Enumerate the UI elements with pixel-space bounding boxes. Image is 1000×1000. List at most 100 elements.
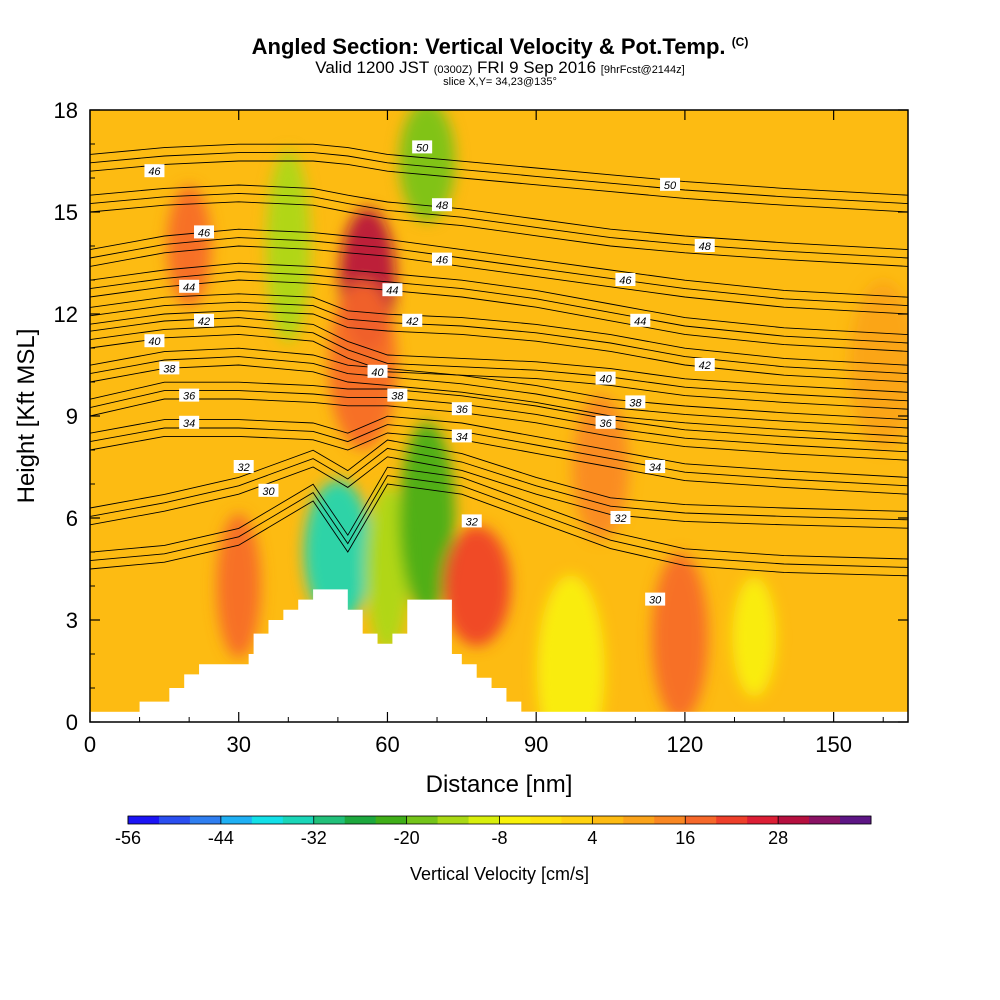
colorbar-swatch	[530, 816, 562, 824]
isentrope-36	[90, 398, 908, 461]
colorbar-swatch	[716, 816, 748, 824]
contour-label-box	[144, 334, 165, 348]
ground-strip	[90, 711, 908, 722]
contour-label-box	[610, 511, 631, 524]
isentrope-30	[90, 483, 908, 577]
y-tick-label: 18	[54, 98, 78, 123]
contour-label: 30	[645, 592, 666, 607]
y-tick-label: 3	[66, 608, 78, 633]
isentrope-34	[90, 432, 908, 495]
colorbar-swatch	[747, 816, 779, 824]
contour-label: 32	[461, 514, 482, 528]
isentrope-48	[90, 184, 908, 251]
colorbar-title: Vertical Velocity [cm/s]	[410, 864, 589, 884]
contour-label-box	[179, 388, 200, 402]
contour-label-box	[402, 313, 423, 327]
colorbar-swatch	[623, 816, 655, 824]
contour-label-box	[367, 364, 388, 378]
title-unit: (C)	[731, 35, 749, 49]
colorbar-swatch	[561, 816, 593, 824]
contour-label-text: 48	[436, 200, 449, 212]
contour-label-text: 32	[466, 516, 478, 528]
colorbar-swatch	[375, 816, 408, 824]
colorbar-tick-label: -56	[115, 828, 141, 848]
contour-label: 48	[431, 198, 452, 212]
isentrope-46	[90, 228, 908, 298]
contour-label-text: 36	[183, 391, 196, 403]
colorbar-swatch	[406, 816, 439, 824]
terrain	[139, 589, 537, 722]
contour-label-text: 34	[456, 431, 468, 443]
contour-label: 42	[694, 358, 715, 372]
isentrope-44	[90, 271, 908, 344]
velocity-cell	[399, 422, 456, 614]
contour-label-text: 32	[238, 462, 250, 474]
y-tick-label: 6	[66, 506, 78, 531]
isentrope-50	[90, 152, 908, 205]
contour-label-text: 36	[456, 404, 469, 416]
slice-info: slice X,Y= 34,23@135°	[443, 76, 557, 88]
isentrope-32	[90, 456, 908, 529]
contour-label: 36	[451, 402, 472, 416]
isentrope-50	[90, 143, 908, 196]
contour-label-box	[159, 361, 180, 375]
colorbar-tick-label: 28	[768, 828, 788, 848]
contour-label: 42	[194, 313, 215, 328]
contour-label-box	[194, 225, 215, 239]
contour-label-text: 40	[371, 367, 384, 379]
x-axis-title: Distance [nm]	[426, 771, 573, 798]
y-tick-label: 0	[66, 710, 78, 735]
contour-label-box	[461, 514, 482, 528]
contour-label-text: 30	[262, 486, 275, 498]
contour-label-box	[645, 592, 666, 606]
contour-label-text: 44	[183, 282, 195, 294]
contour-label-box	[694, 358, 715, 371]
velocity-cell	[399, 110, 456, 221]
isentrope-44	[90, 262, 908, 336]
forecast-info: [9hrFcst@2144z]	[600, 64, 685, 76]
isentrope-34	[90, 415, 908, 478]
contour-label: 32	[610, 511, 631, 525]
colorbar-swatch	[220, 816, 253, 824]
y-tick-label: 9	[66, 404, 78, 429]
contour-label-box	[595, 371, 616, 385]
isentrope-40	[90, 317, 908, 393]
contour-label-box	[382, 283, 403, 297]
contour-label-box	[451, 402, 472, 416]
contour-label: 34	[179, 415, 200, 430]
contour-label: 38	[159, 361, 180, 375]
colorbar-tick-label: 16	[675, 828, 695, 848]
velocity-cell	[328, 281, 397, 449]
colorbar-tick-label: -20	[394, 828, 420, 848]
contour-label-box	[625, 395, 646, 409]
isentrope-50	[90, 160, 908, 213]
colorbar: -56 -44 -32 -20 -8 4 16 28 Vertical Velocity [cm…	[115, 815, 872, 884]
velocity-cell	[651, 553, 708, 721]
contour-label-box	[630, 313, 651, 327]
contour-label-text: 46	[148, 166, 161, 178]
contour-label-text: 42	[406, 316, 418, 328]
contour-label-box	[194, 313, 215, 327]
isentrope-lines	[90, 143, 908, 577]
isentrope-48	[90, 201, 908, 267]
contour-label-text: 48	[699, 241, 712, 253]
colorbar-swatch	[437, 816, 470, 824]
isentrope-36	[90, 381, 908, 444]
contour-label-box	[615, 273, 636, 286]
contour-label-text: 38	[629, 397, 642, 409]
x-tick-label: 60	[375, 732, 399, 757]
contour-label-box	[179, 279, 200, 293]
colorbar-tick-label: -44	[208, 828, 234, 848]
y-tick-label: 15	[54, 200, 78, 225]
contour-label-text: 42	[198, 316, 210, 328]
x-tick-label: 120	[667, 732, 704, 757]
contour-label-box	[451, 429, 472, 443]
isentrope-38	[90, 347, 908, 421]
contour-label: 46	[615, 273, 636, 287]
terrain-mask	[90, 589, 908, 722]
contour-label: 30	[258, 483, 279, 498]
y-axis-title: Height [Kft MSL]	[13, 329, 40, 504]
contour-label: 38	[387, 388, 408, 403]
contour-label-text: 46	[619, 275, 632, 287]
